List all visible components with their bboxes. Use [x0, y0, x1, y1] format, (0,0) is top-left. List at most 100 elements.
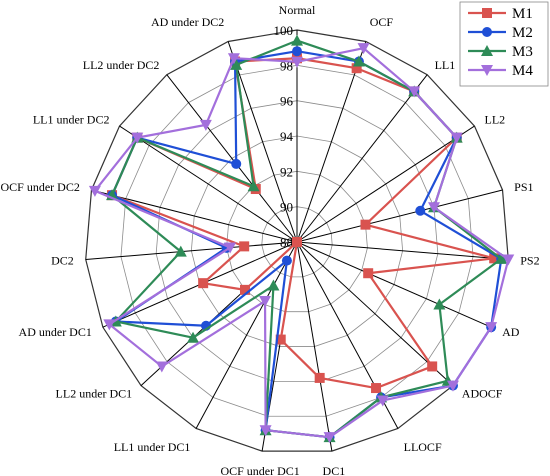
point-m3-5	[495, 252, 508, 264]
spoke-dc1	[296, 241, 333, 452]
point-m4-12	[155, 361, 168, 373]
grid-ring-94	[190, 135, 404, 347]
radial-tick-88: 88	[280, 235, 293, 250]
point-m3-18	[230, 58, 243, 70]
spoke-ocf-under-dc2	[91, 189, 298, 243]
point-m4-16	[131, 132, 144, 144]
point-m3-1	[352, 55, 365, 67]
point-m3-11	[267, 279, 280, 291]
radial-tick-96: 96	[280, 94, 294, 109]
point-m3-14	[174, 245, 187, 257]
spoke-ad	[296, 241, 492, 328]
point-m3-17	[247, 180, 260, 192]
point-m4-9	[323, 432, 336, 444]
point-m4-17	[199, 119, 212, 131]
legend-box	[459, 1, 549, 87]
point-m3-6	[433, 298, 446, 310]
point-m1-11	[292, 237, 302, 247]
category-label-ad-under-dc2: AD under DC2	[151, 15, 224, 29]
category-label-ll1: LL1	[435, 58, 456, 72]
point-m1-10	[275, 334, 286, 345]
radar-spokes	[85, 30, 509, 452]
spoke-ll2-under-dc2	[166, 74, 298, 243]
legend-item-m4: M4	[468, 63, 533, 79]
series-line-m3	[110, 39, 503, 439]
point-m4-5	[502, 254, 515, 266]
category-label-adocf: ADOCF	[462, 387, 503, 401]
legend-item-m2: M2	[468, 25, 533, 41]
category-label-dc2: DC2	[51, 254, 74, 268]
series-line-m4	[93, 47, 510, 439]
point-m2-0	[292, 46, 302, 57]
category-label-dc1: DC1	[323, 464, 346, 476]
point-m1-14	[239, 241, 250, 252]
point-m2-11	[281, 255, 292, 266]
point-m4-15	[88, 185, 101, 197]
radial-tick-94: 94	[280, 129, 294, 144]
point-m1-4	[360, 219, 371, 230]
category-label-ll2: LL2	[485, 112, 506, 126]
spoke-ll1-under-dc1	[195, 241, 298, 429]
point-m1-8	[371, 383, 382, 394]
category-label-ad: AD	[502, 325, 520, 339]
category-label-ll2-under-dc1: LL2 under DC1	[56, 387, 133, 401]
point-m4-4	[428, 202, 441, 214]
category-label-ll1-under-dc1: LL1 under DC1	[114, 440, 191, 454]
legend-item-m1: M1	[468, 6, 533, 22]
point-m4-8	[376, 395, 389, 407]
spoke-ocf	[296, 41, 367, 243]
point-m4-6	[485, 322, 498, 334]
category-label-normal: Normal	[279, 3, 316, 17]
legend-label-m1: M1	[512, 6, 533, 22]
point-m4-13	[103, 319, 116, 331]
spoke-ad-under-dc2	[227, 41, 298, 243]
category-label-ps1: PS1	[514, 180, 533, 194]
series-m4	[88, 43, 515, 444]
point-m1-7	[427, 361, 438, 372]
grid-ring-92	[226, 170, 368, 313]
point-m2-17	[231, 158, 242, 169]
spoke-ll2	[296, 125, 475, 243]
point-m1-1	[351, 63, 362, 74]
category-label-ll1-under-dc2: LL1 under DC2	[33, 112, 110, 126]
point-m4-11	[259, 296, 272, 308]
legend-label-m4: M4	[512, 63, 533, 79]
category-label-llocf: LLOCF	[404, 440, 442, 454]
point-m3-12	[187, 331, 200, 343]
radial-tick-90: 90	[280, 200, 293, 215]
spoke-adocf	[296, 241, 454, 386]
point-m4-18	[227, 53, 240, 65]
spoke-dc2	[85, 241, 298, 261]
point-m4-3	[450, 132, 463, 144]
legend-item-m3: M3	[468, 44, 533, 60]
point-m4-2	[408, 86, 421, 98]
point-m1-9	[314, 372, 325, 383]
legend-marker-m1	[482, 8, 492, 18]
category-label-ocf-under-dc2: OCF under DC2	[1, 180, 80, 194]
spoke-ll1-under-dc2	[119, 125, 298, 243]
point-m2-4	[415, 205, 426, 216]
spoke-ps2	[296, 241, 509, 261]
data-series	[88, 34, 515, 444]
category-label-ps2: PS2	[520, 254, 539, 268]
category-label-ocf: OCF	[370, 15, 394, 29]
legend-marker-m3	[481, 45, 493, 56]
point-m4-10	[259, 425, 272, 437]
category-label-ocf-under-dc1: OCF under DC1	[220, 464, 299, 476]
point-m4-1	[357, 43, 370, 55]
point-m3-0	[291, 34, 303, 46]
legend-label-m3: M3	[512, 44, 533, 60]
point-m4-14	[224, 242, 237, 254]
grid-ring-100	[85, 29, 509, 452]
category-label-ad-under-dc1: AD under DC1	[19, 325, 92, 339]
legend-marker-m2	[482, 27, 492, 37]
point-m1-5	[489, 253, 500, 264]
category-label-ll2-under-dc2: LL2 under DC2	[83, 58, 160, 72]
grid-ring-90	[261, 206, 333, 278]
point-m4-7	[446, 380, 459, 392]
point-m1-13	[198, 278, 209, 289]
spoke-ll1	[296, 74, 428, 243]
category-labels: Normal OCF LL1 LL2 PS1 PS2 AD ADOCF LLOCF DC1 OCF …	[1, 3, 540, 476]
